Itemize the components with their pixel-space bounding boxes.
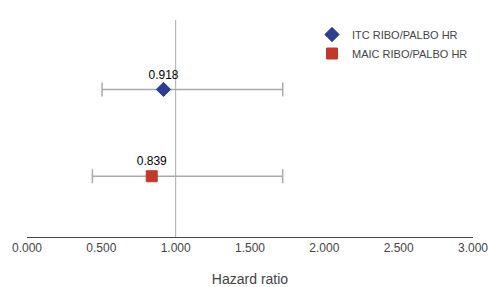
svg-text:ITC RIBO/PALBO HR: ITC RIBO/PALBO HR	[352, 29, 458, 41]
svg-text:2.000: 2.000	[309, 241, 339, 255]
svg-text:Hazard ratio: Hazard ratio	[212, 271, 288, 287]
svg-text:0.918: 0.918	[148, 68, 178, 82]
svg-text:1.500: 1.500	[235, 241, 265, 255]
svg-text:3.000: 3.000	[458, 241, 488, 255]
svg-text:2.500: 2.500	[384, 241, 414, 255]
svg-text:0.839: 0.839	[137, 154, 167, 168]
svg-text:0.500: 0.500	[86, 241, 116, 255]
svg-text:0.000: 0.000	[12, 241, 42, 255]
svg-text:MAIC RIBO/PALBO HR: MAIC RIBO/PALBO HR	[352, 48, 467, 60]
svg-text:1.000: 1.000	[161, 241, 191, 255]
